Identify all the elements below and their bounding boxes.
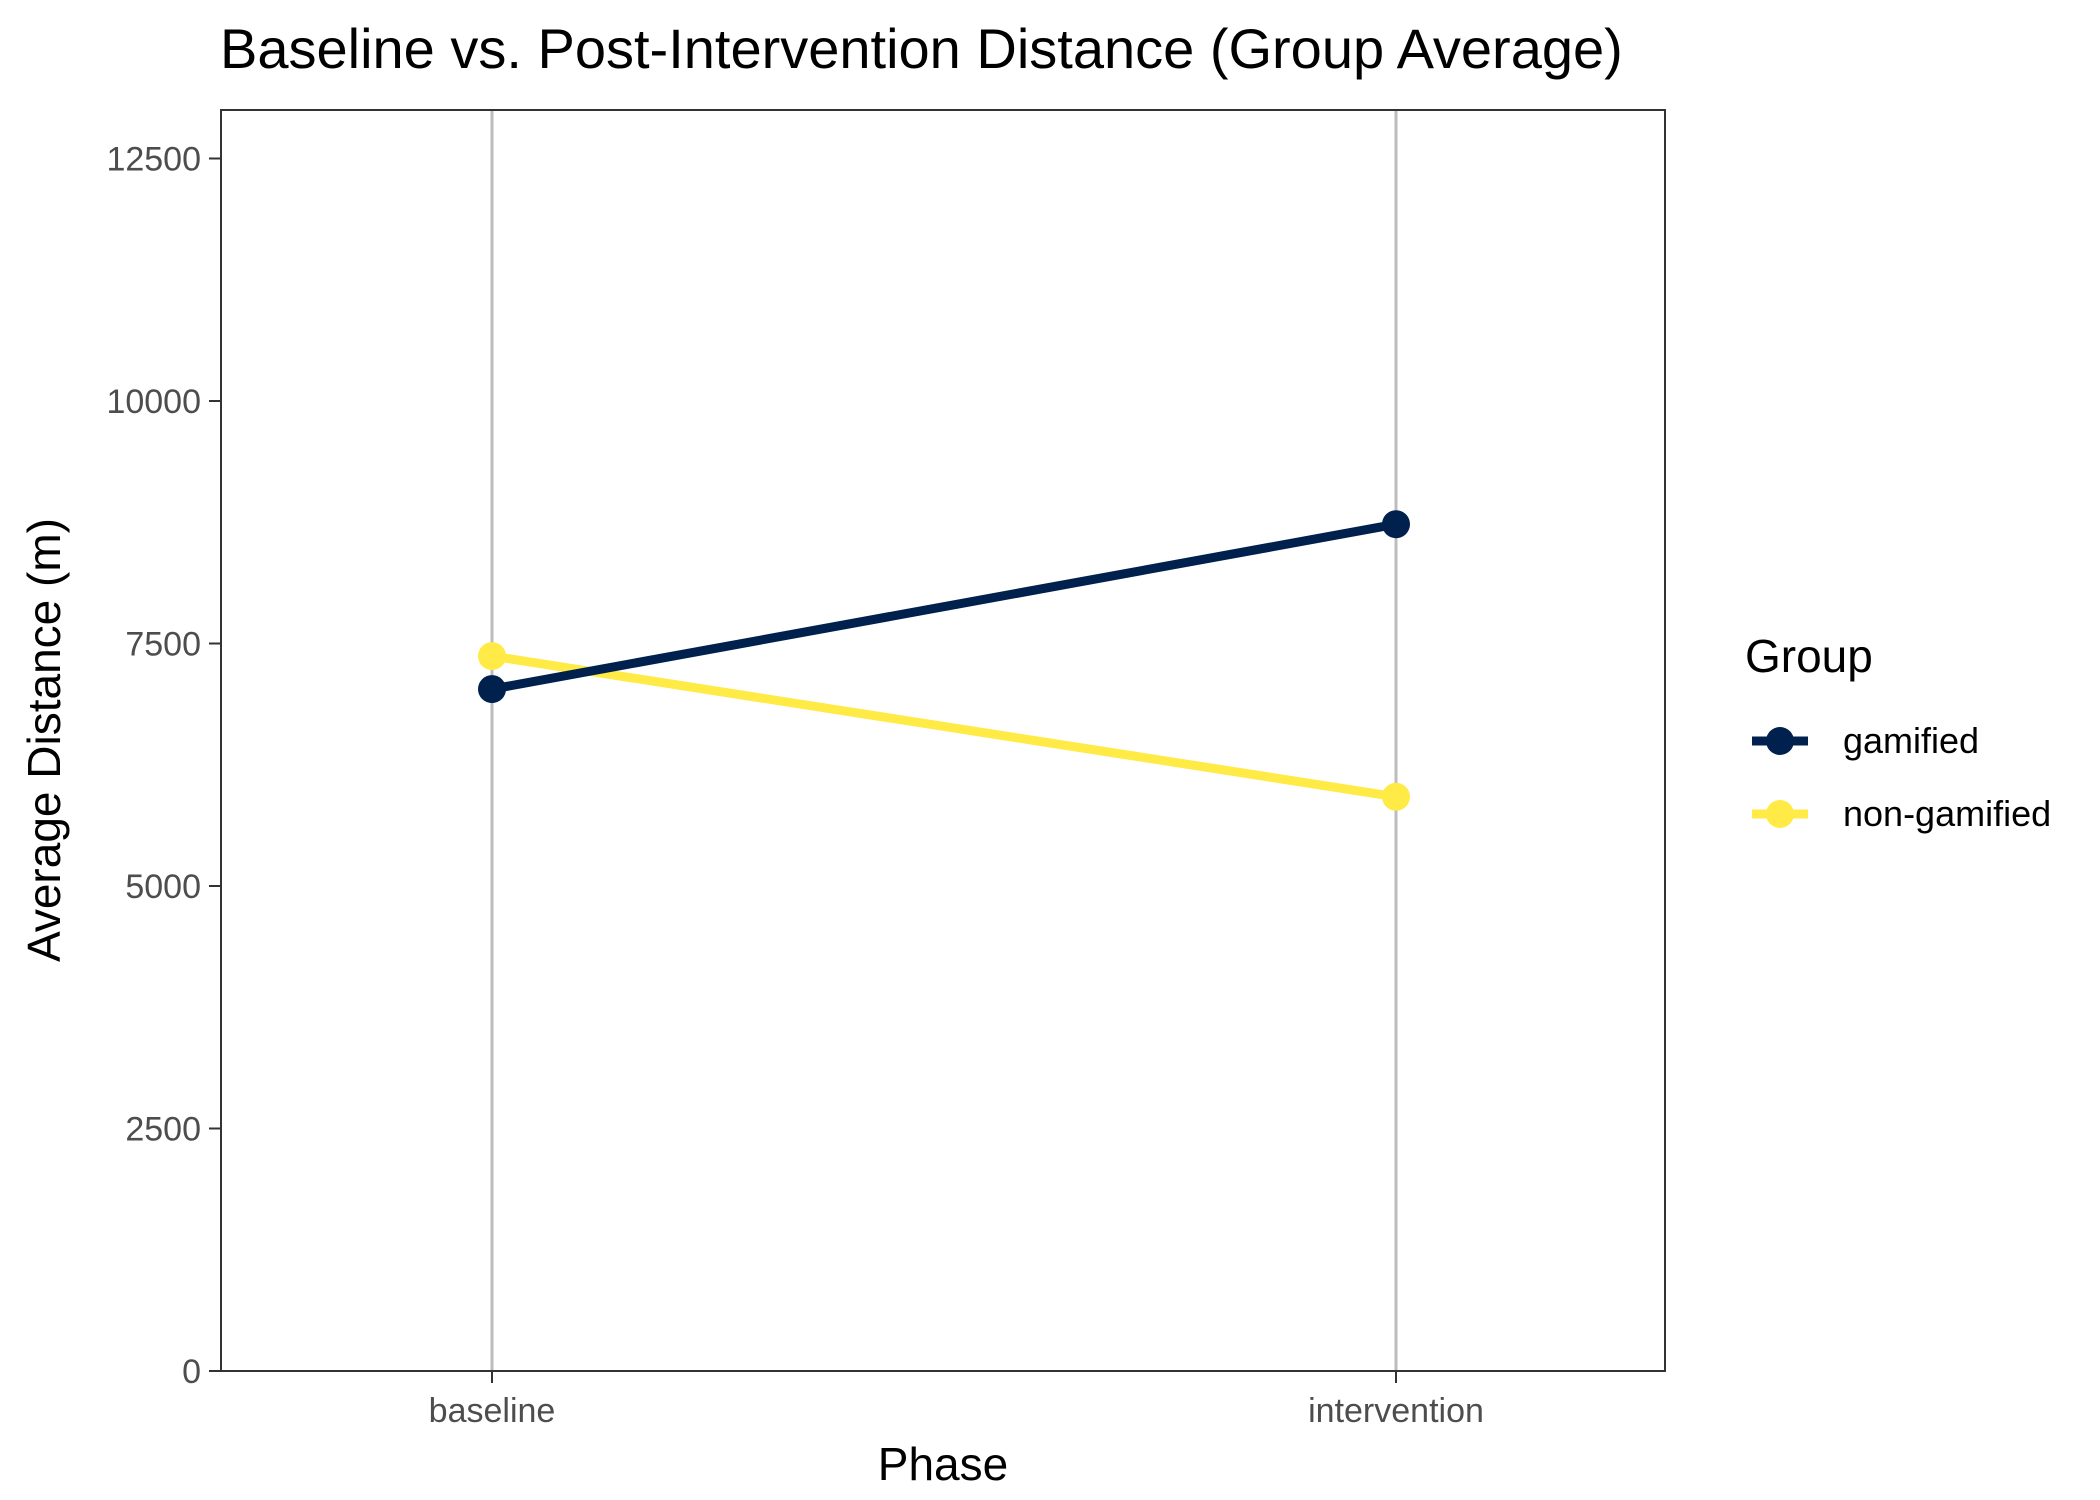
gridlines [490,110,1398,1371]
y-tick-label-2500: 2500 [125,1111,201,1149]
y-tick-label-0: 0 [182,1353,201,1391]
y-axis-title: Average Distance (m) [18,518,70,962]
legend-marker-gamified [1766,727,1794,755]
x-axis-title: Phase [878,1438,1008,1490]
x-tick-label-baseline: baseline [429,1392,556,1430]
series-points [478,510,1410,811]
y-tick-label-12500: 12500 [106,141,201,179]
legend-label-non-gamified: non-gamified [1843,793,2051,834]
series-line-non-gamified [491,651,1397,802]
point-gamified-baseline [478,675,506,704]
legend: Group gamified non-gamified [1745,630,2051,834]
y-tick-label-5000: 5000 [125,868,201,906]
legend-item-non-gamified: non-gamified [1752,793,2051,834]
x-tick-label-intervention: intervention [1308,1392,1484,1430]
x-axis: baseline intervention [429,1371,1484,1430]
y-axis: 0 2500 5000 7500 10000 12500 [106,141,221,1391]
legend-title: Group [1745,630,1873,682]
legend-marker-non-gamified [1766,800,1794,828]
legend-items: gamified non-gamified [1752,720,2051,834]
chart-title: Baseline vs. Post-Intervention Distance … [220,17,1623,80]
y-tick-label-7500: 7500 [125,626,201,664]
series-lines [491,519,1397,802]
point-non-gamified-intervention [1382,782,1410,811]
y-tick-label-10000: 10000 [106,383,201,421]
panel-border [220,109,1666,1372]
legend-label-gamified: gamified [1843,720,1979,761]
point-gamified-intervention [1382,510,1410,539]
legend-item-gamified: gamified [1752,720,1979,761]
point-non-gamified-baseline [478,642,506,671]
series-line-gamified [491,519,1397,694]
